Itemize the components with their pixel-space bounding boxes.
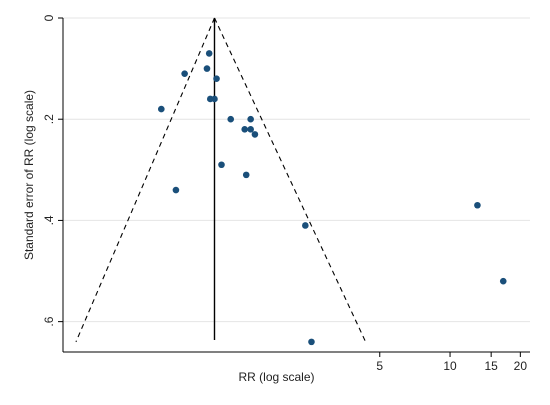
study-points [158, 50, 507, 346]
x-tick-label-2: 15 [484, 359, 498, 373]
x-axis-title: RR (log scale) [238, 370, 314, 384]
funnel-right-boundary [213, 17, 367, 343]
data-point-9 [241, 126, 248, 133]
data-point-5 [211, 95, 218, 103]
data-point-2 [181, 70, 188, 77]
data-point-0 [205, 50, 213, 57]
y-axis-title: Standard error of RR (log scale) [22, 90, 36, 260]
x-tick-label-0: 5 [376, 359, 383, 373]
x-tick-label-3: 20 [514, 359, 528, 373]
y-tick-label-2: .4 [42, 215, 56, 225]
data-point-13 [242, 171, 250, 179]
x-tick-label-1: 10 [443, 359, 457, 373]
y-axis-ticks: 0 .2 .4 .6 [42, 14, 63, 327]
data-point-14 [172, 186, 180, 194]
y-tick-label-0: 0 [42, 14, 56, 21]
data-point-15 [302, 222, 309, 229]
y-tick-label-1: .2 [42, 114, 56, 124]
data-point-16 [308, 338, 315, 346]
plot-frame [62, 18, 530, 353]
data-point-10 [247, 126, 254, 133]
data-point-3 [213, 75, 220, 83]
data-point-12 [218, 161, 225, 169]
data-point-11 [251, 131, 259, 138]
data-point-7 [227, 115, 235, 123]
x-axis-ticks: 5 10 15 20 [376, 352, 527, 373]
data-point-1 [203, 65, 211, 72]
data-point-17 [474, 201, 481, 209]
data-point-8 [247, 115, 254, 123]
gridlines [63, 17, 530, 323]
funnel-left-boundary [75, 17, 216, 343]
y-tick-label-3: .6 [42, 316, 56, 326]
data-point-18 [499, 277, 507, 285]
funnel-lines [75, 17, 367, 343]
data-point-6 [158, 105, 165, 113]
